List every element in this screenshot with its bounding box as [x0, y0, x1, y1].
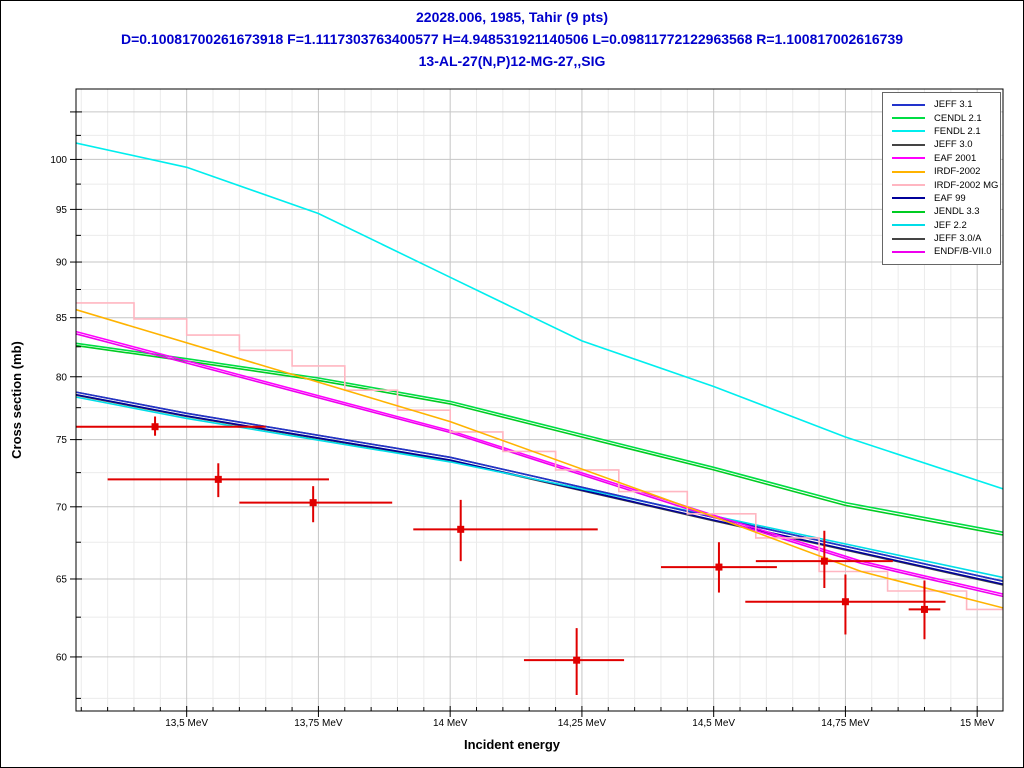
chart-subtitle-statistics: D=0.10081700261673918 F=1.11173037634005… — [120, 31, 904, 47]
x-axis-title: Incident energy — [463, 737, 561, 752]
chart-title: 22028.006, 1985, Tahir (9 pts) — [416, 9, 608, 25]
legend-swatch-line — [892, 130, 925, 133]
data-point-marker — [715, 563, 723, 571]
data-point-marker — [920, 605, 928, 613]
legend-entry-label: JEFF 3.0/A — [934, 233, 982, 245]
curve-JENDL-3.3 — [76, 344, 1003, 536]
legend-entry: EAF 2001 — [883, 152, 1000, 165]
legend-swatch-line — [892, 143, 925, 146]
y-tick-label: 100 — [50, 155, 67, 166]
y-tick-label: 65 — [56, 574, 68, 585]
legend-entry: JEFF 3.0 — [883, 138, 1000, 151]
legend-entry-label: JEF 2.2 — [934, 219, 967, 231]
legend-entry: JEFF 3.0/A — [883, 232, 1000, 245]
plot-border — [75, 88, 1004, 712]
curve-ENDF-B-VII.0 — [76, 333, 1003, 598]
legend-entry-label: EAF 99 — [934, 192, 966, 204]
legend-entry-label: ENDF/B-VII.0 — [934, 246, 992, 258]
legend-entry: JEFF 3.1 — [883, 98, 1000, 111]
data-point-marker — [820, 557, 828, 565]
legend-entry-label: IRDF-2002 — [934, 166, 981, 178]
x-tick-label: 15 MeV — [960, 718, 995, 729]
data-point-marker — [457, 525, 465, 533]
x-tick-label: 14 MeV — [433, 718, 468, 729]
legend-entry-label: JENDL 3.3 — [934, 206, 980, 218]
x-tick-label: 14,25 MeV — [558, 718, 607, 729]
y-tick-label: 85 — [56, 313, 68, 324]
legend-swatch-line — [892, 197, 925, 200]
curve-IRDF-2002 — [76, 308, 1003, 609]
legend-swatch-line — [892, 224, 925, 227]
legend-swatch-line — [892, 210, 925, 213]
legend-entry: JENDL 3.3 — [883, 205, 1000, 218]
x-tick-label: 13,5 MeV — [165, 718, 208, 729]
y-tick-label: 70 — [56, 502, 68, 513]
chart-reaction-label: 13-AL-27(N,P)12-MG-27,,SIG — [418, 53, 606, 69]
y-tick-label: 60 — [56, 652, 68, 663]
legend-swatch-line — [892, 237, 925, 240]
legend-entry-label: IRDF-2002 MG — [934, 179, 999, 191]
legend-entry: IRDF-2002 MG — [883, 178, 1000, 191]
curve-EAF-99 — [76, 393, 1003, 585]
data-point-marker — [214, 475, 222, 483]
legend-entry-label: EAF 2001 — [934, 152, 977, 164]
legend-box: JEFF 3.1 CENDL 2.1 FENDL 2.1 JEFF 3.0 EAF 20… — [882, 92, 1001, 265]
data-point-marker — [841, 598, 849, 606]
x-tick-label: 14,75 MeV — [821, 718, 870, 729]
legend-entry: FENDL 2.1 — [883, 125, 1000, 138]
legend-entry-label: CENDL 2.1 — [934, 112, 982, 124]
y-tick-label: 75 — [56, 435, 68, 446]
x-tick-label: 14,5 MeV — [692, 718, 735, 729]
legend-swatch-line — [892, 103, 925, 106]
curve-IRDF-2002-MG — [76, 302, 1003, 611]
y-tick-label: 95 — [56, 205, 68, 216]
legend-entry: IRDF-2002 — [883, 165, 1000, 178]
y-tick-label: 90 — [56, 258, 68, 269]
data-point-marker — [151, 423, 159, 431]
curve-EAF-2001 — [76, 330, 1003, 595]
curve-CENDL-2.1 — [76, 342, 1003, 533]
curve-JEF-2.2 — [76, 396, 1003, 579]
legend-entry: ENDF/B-VII.0 — [883, 245, 1000, 258]
legend-entry-label: FENDL 2.1 — [934, 125, 981, 137]
legend-entry: EAF 99 — [883, 192, 1000, 205]
curve-FENDL-2.1 — [76, 142, 1003, 490]
legend-swatch-line — [892, 157, 925, 160]
y-tick-label: 80 — [56, 372, 68, 383]
data-point-marker — [309, 499, 317, 507]
x-tick-label: 13,75 MeV — [294, 718, 343, 729]
legend-entry: CENDL 2.1 — [883, 111, 1000, 124]
data-point-marker — [573, 656, 581, 664]
legend-swatch-line — [892, 117, 925, 120]
y-axis-title: Cross section (mb) — [9, 341, 24, 459]
legend-swatch-line — [892, 250, 925, 253]
legend-entry-label: JEFF 3.1 — [934, 99, 973, 111]
legend-entry: JEF 2.2 — [883, 219, 1000, 232]
legend-swatch-line — [892, 170, 925, 173]
legend-swatch-line — [892, 184, 925, 187]
legend-entry-label: JEFF 3.0 — [934, 139, 973, 151]
